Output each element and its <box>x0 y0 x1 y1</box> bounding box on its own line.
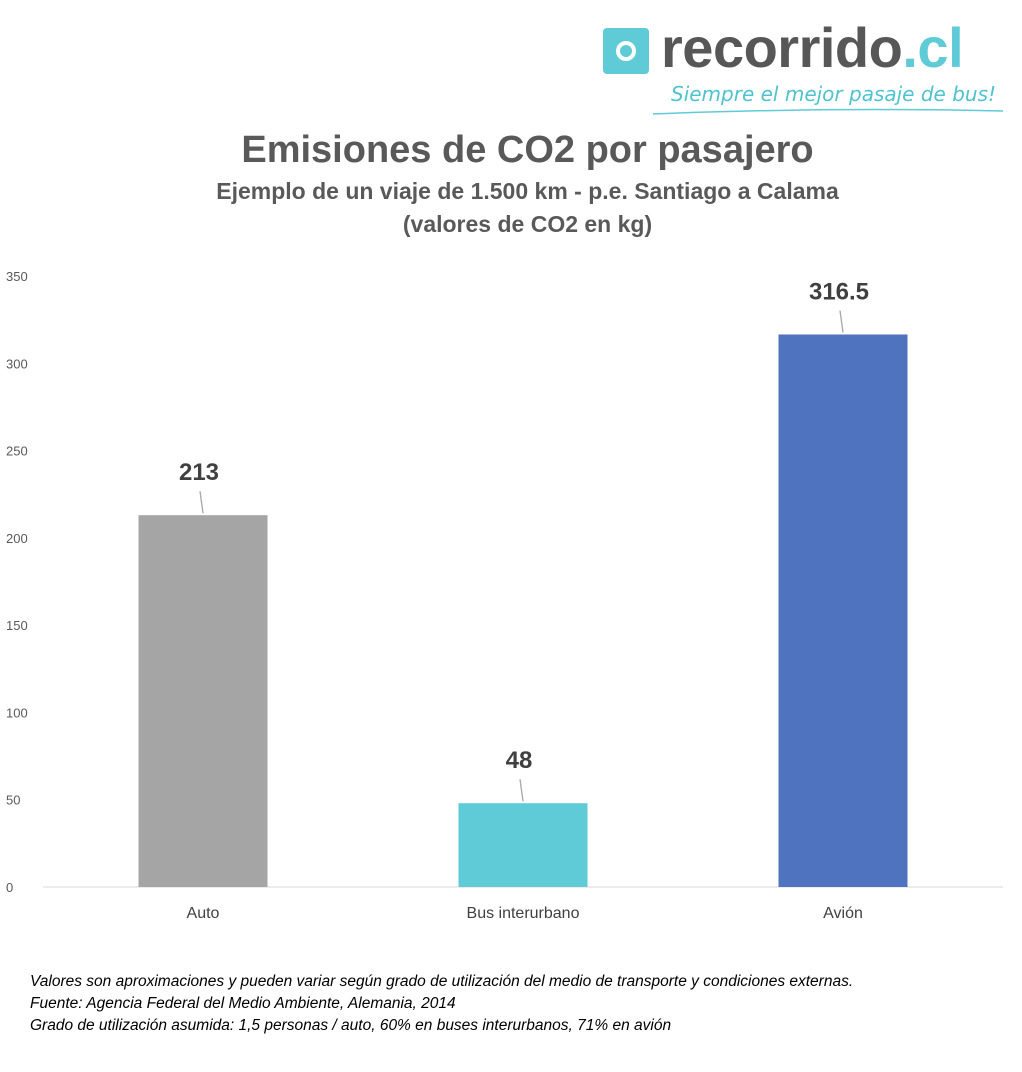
recorrido-logo-icon <box>603 28 649 74</box>
data-label-leader-line <box>839 310 844 333</box>
data-label-leader-line <box>199 491 204 514</box>
y-tick-label: 150 <box>6 618 28 633</box>
brand-logo: recorrido.cl Siempre el mejor pasaje de … <box>603 16 1003 117</box>
data-label: 316.5 <box>809 278 869 305</box>
bar-auto <box>138 515 268 887</box>
data-label-leader-line <box>519 779 524 802</box>
brand-name: recorrido.cl <box>661 16 964 80</box>
y-tick-label: 0 <box>6 880 13 895</box>
chart-subtitle-units: (valores de CO2 en kg) <box>402 211 653 237</box>
x-tick-label: Bus interurbano <box>467 905 580 922</box>
x-tick-label: Auto <box>187 905 220 922</box>
y-tick-label: 50 <box>6 793 20 808</box>
y-tick-label: 100 <box>6 705 28 720</box>
y-tick-label: 250 <box>6 444 28 459</box>
footnotes: Valores son aproximaciones y pueden vari… <box>30 971 853 1037</box>
footnote-disclaimer: Valores son aproximaciones y pueden vari… <box>30 973 854 990</box>
y-tick-label: 350 <box>6 269 28 284</box>
chart-subtitle: Ejemplo de un viaje de 1.500 km - p.e. S… <box>216 178 839 204</box>
swoosh-icon <box>653 108 1003 115</box>
footnote-assumptions: Grado de utilización asumida: 1,5 person… <box>30 1017 672 1034</box>
bar-chart: 0 50 100 150 200 250 300 350 213 Auto 48 Bus interu… <box>6 269 1003 922</box>
data-label: 48 <box>506 747 533 774</box>
brand-name-suffix: .cl <box>902 16 964 79</box>
chart-title: Emisiones de CO2 por pasajero <box>241 129 814 171</box>
y-tick-label: 200 <box>6 531 28 546</box>
data-label: 213 <box>179 459 219 486</box>
y-tick-label: 300 <box>6 356 28 371</box>
brand-tagline: Siempre el mejor pasaje de bus! <box>671 82 997 106</box>
x-tick-label: Avión <box>823 905 863 922</box>
brand-name-main: recorrido <box>661 16 903 79</box>
bar-bus-interurbano <box>458 803 588 887</box>
bar-avi-n <box>778 334 908 887</box>
footnote-source: Fuente: Agencia Federal del Medio Ambien… <box>30 995 456 1012</box>
